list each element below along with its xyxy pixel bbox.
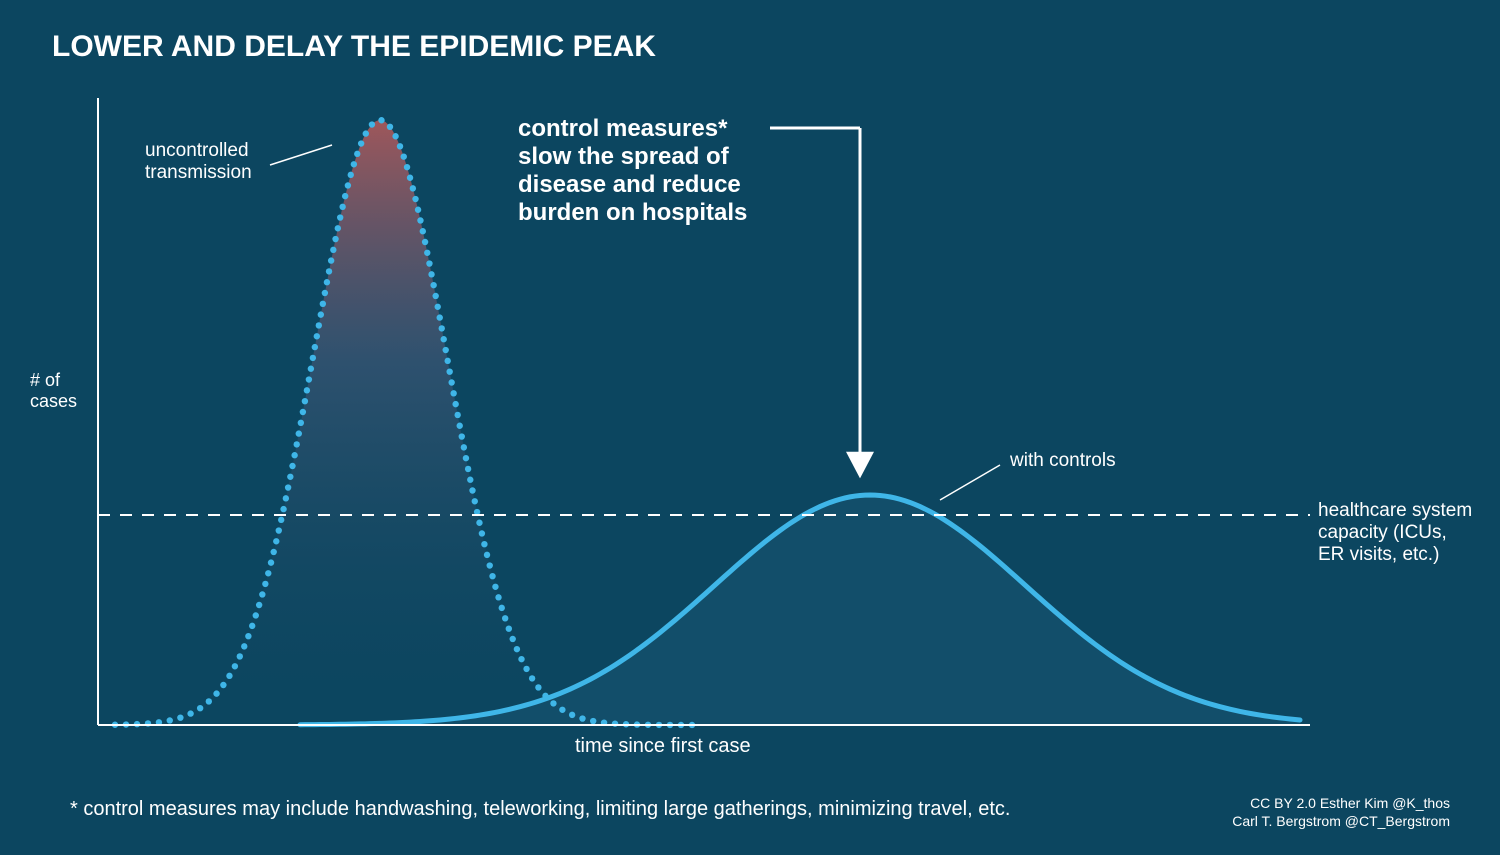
x-axis-label: time since first case xyxy=(575,735,751,758)
y-axis-label: # ofcases xyxy=(30,370,77,412)
credits: CC BY 2.0 Esther Kim @K_thos Carl T. Ber… xyxy=(1232,795,1450,830)
footnote: * control measures may include handwashi… xyxy=(70,798,1010,821)
credits-line2: Carl T. Bergstrom @CT_Bergstrom xyxy=(1232,813,1450,829)
epidemic-curve-chart xyxy=(0,0,1500,855)
credits-line1: CC BY 2.0 Esther Kim @K_thos xyxy=(1250,795,1450,811)
page-title: LOWER AND DELAY THE EPIDEMIC PEAK xyxy=(52,30,656,64)
with-controls-label: with controls xyxy=(1010,450,1116,472)
control-measures-annotation: control measures*slow the spread ofdisea… xyxy=(518,115,747,227)
capacity-label: healthcare systemcapacity (ICUs,ER visit… xyxy=(1318,500,1472,566)
uncontrolled-label: uncontrolledtransmission xyxy=(145,140,252,184)
